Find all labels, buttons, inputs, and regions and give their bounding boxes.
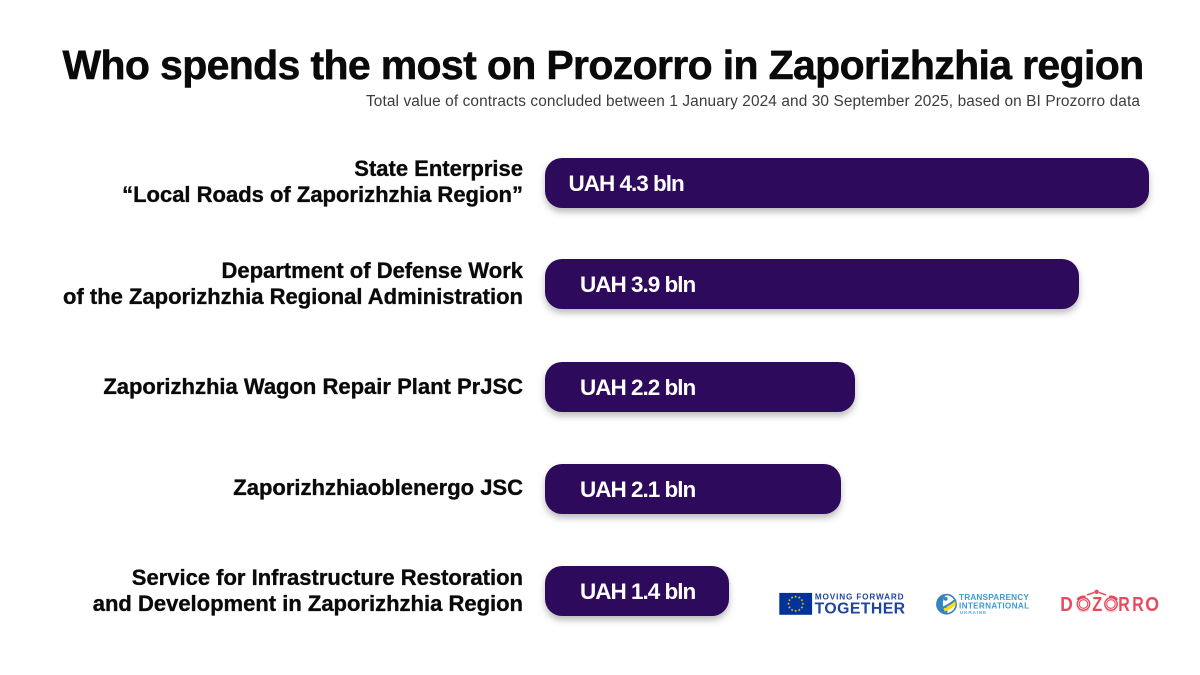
svg-text:MOVING FORWARD: MOVING FORWARD bbox=[815, 593, 905, 602]
svg-text:TOGETHER: TOGETHER bbox=[815, 601, 906, 618]
svg-text:INTERNATIONAL: INTERNATIONAL bbox=[959, 602, 1029, 611]
svg-text:UKRAINE: UKRAINE bbox=[960, 610, 987, 616]
svg-text:O: O bbox=[1145, 594, 1159, 616]
svg-text:R: R bbox=[1132, 592, 1143, 615]
svg-text:Z: Z bbox=[1092, 592, 1102, 615]
svg-text:TRANSPARENCY: TRANSPARENCY bbox=[959, 593, 1029, 602]
svg-text:D: D bbox=[1060, 594, 1073, 617]
svg-text:R: R bbox=[1118, 592, 1129, 615]
